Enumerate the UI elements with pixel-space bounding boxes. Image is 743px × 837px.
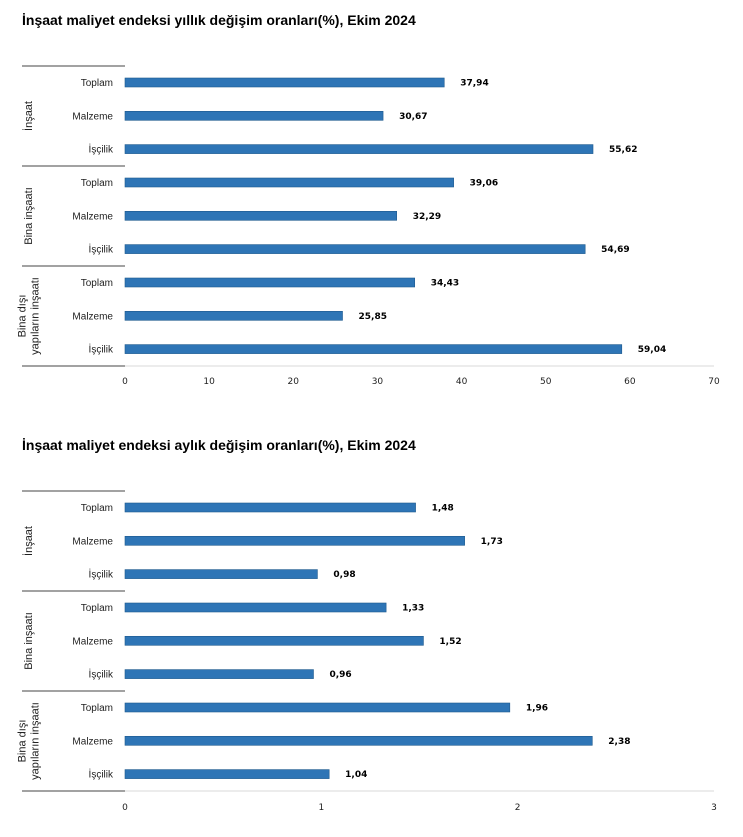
data-label: 1,04 [345,770,367,780]
category-label: Toplam [81,503,113,514]
x-tick-label: 60 [624,377,636,387]
data-label: 30,67 [399,112,427,122]
x-tick-label: 2 [515,803,521,813]
data-label: 1,52 [439,637,461,647]
bar [124,769,330,779]
group-label-line: Bina dışı [17,295,29,338]
category-label: Toplam [81,78,113,89]
bar [124,277,416,288]
bar [124,244,586,254]
group-label: Bina dışıyapıların inşaatı [17,277,42,355]
category-label: İşçilik [89,568,114,581]
data-label: 32,29 [413,212,441,222]
category-label: Malzeme [72,311,113,322]
group-label-line: Bina dışı [17,720,29,763]
category-label: İşçilik [89,143,114,156]
data-label: 1,73 [481,537,503,547]
group-label-line: İnşaat [22,101,35,131]
data-label: 2,38 [608,737,630,747]
x-tick-label: 30 [372,377,384,387]
bar [124,344,623,354]
data-label: 34,43 [431,279,459,289]
category-label: Malzeme [72,536,113,547]
group-label: İnşaat [22,101,35,131]
data-label: 0,96 [329,670,351,680]
group-label-line: Bina inşaatı [23,187,35,244]
category-label: Toplam [81,603,113,614]
bar [124,111,384,121]
bar [124,211,397,221]
chart-title-annual: İnşaat maliyet endeksi yıllık değişim or… [22,12,416,28]
x-tick-label: 20 [288,377,300,387]
group-label: Bina inşaatı [23,612,35,669]
category-label: İşçilik [89,668,114,681]
data-label: 0,98 [333,570,355,580]
bar [124,702,511,713]
data-label: 59,04 [638,345,666,355]
data-label: 1,48 [432,504,454,514]
bar [124,502,416,513]
bar [124,77,445,88]
category-label: Toplam [81,703,113,714]
data-label: 37,94 [460,79,488,89]
bar [124,569,318,579]
bar [124,177,454,188]
group-label-line: yapıların inşaatı [30,277,42,355]
x-tick-label: 3 [711,803,717,813]
group-label: Bina dışıyapıların inşaatı [17,702,42,780]
category-label: İşçilik [89,343,114,356]
annual-change-chart: İnşaat Toplam 37,94 Malzeme 30,67 İşçilik 55,6… [17,65,720,387]
group-label-line: İnşaat [22,526,35,556]
group-label: İnşaat [22,526,35,556]
x-tick-label: 10 [203,377,215,387]
category-label: Malzeme [72,736,113,747]
x-tick-label: 1 [318,803,324,813]
category-label: Malzeme [72,636,113,647]
category-label: İşçilik [89,768,114,781]
bar [124,535,465,546]
data-label: 55,62 [609,145,637,155]
x-tick-label: 70 [708,377,720,387]
x-tick-label: 0 [122,803,128,813]
chart-title-monthly: İnşaat maliyet endeksi aylık değişim ora… [22,437,416,453]
bar [124,669,314,679]
group-label-line: Bina inşaatı [23,612,35,669]
category-label: İşçilik [89,243,114,256]
bar [124,602,387,613]
category-label: Malzeme [72,111,113,122]
data-label: 39,06 [470,179,498,189]
data-label: 1,33 [402,604,424,614]
x-tick-label: 40 [456,377,468,387]
x-tick-label: 50 [540,377,552,387]
x-tick-label: 0 [122,377,128,387]
group-label: Bina inşaatı [23,187,35,244]
data-label: 1,96 [526,704,548,714]
bar [124,635,424,646]
bar [124,310,343,321]
group-label-line: yapıların inşaatı [30,702,42,780]
category-label: Toplam [81,178,113,189]
category-label: Toplam [81,278,113,289]
category-label: Malzeme [72,211,113,222]
bar [124,144,594,154]
data-label: 54,69 [601,245,629,255]
bar [124,735,593,746]
data-label: 25,85 [359,312,387,322]
